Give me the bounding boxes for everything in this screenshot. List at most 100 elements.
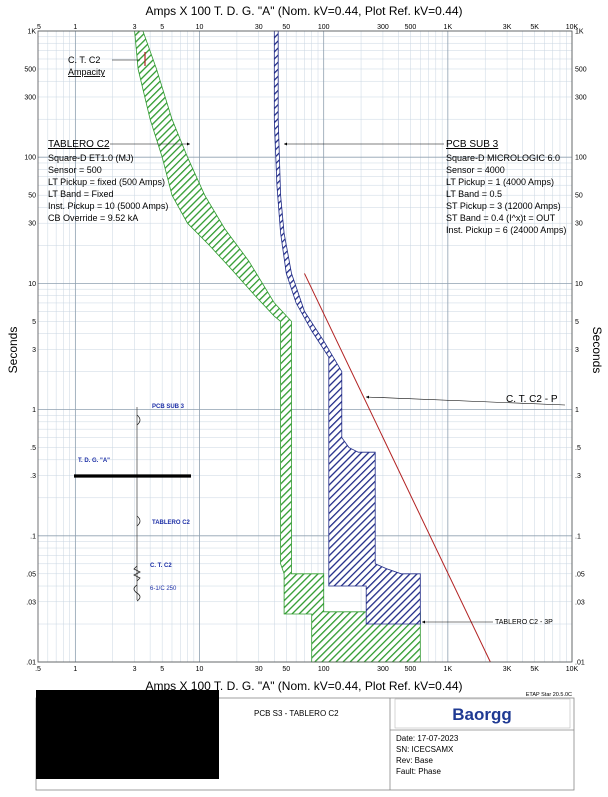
info-left-line-2: Sensor = 500 <box>48 165 102 175</box>
x-tick-label-top: 1 <box>73 24 77 31</box>
chart-bottom-title: Amps X 100 T. D. G. "A" (Nom. kV=0.44, P… <box>145 679 462 693</box>
curve-band-pcb-sub-3 <box>273 30 421 625</box>
y-tick-label-right: .03 <box>575 599 585 606</box>
x-tick-labels: .5 .5 1 1 3 3 5 5 10 10 30 30 50 50 100 100 300 300 500 500… <box>35 24 578 673</box>
annotations: C. T. C2 Ampacity TABLERO C2 Square-D ET… <box>48 52 566 626</box>
one-line-cable-label: 6-1/C 250 <box>150 586 177 592</box>
x-tick-label-top: 10 <box>196 24 204 31</box>
y-tick-label-right: 300 <box>575 94 587 101</box>
sn-field: SN: ICECSAMX <box>396 745 454 754</box>
date-field: Date: 17-07-2023 <box>396 734 459 743</box>
x-tick-label-bottom: 10K <box>566 666 579 673</box>
ct-c2-p-pointer <box>365 395 566 406</box>
info-right-line-1: Square-D MICROLOGIC 6.0 <box>446 153 560 163</box>
y-tick-label-left: 1 <box>32 407 36 414</box>
y-axis-label-right: Seconds <box>590 327 604 374</box>
title-block: ETAP Star 20.5.0C PCB S3 - TABLERO C2 Ba… <box>35 690 575 791</box>
grid-minor <box>37 31 572 662</box>
x-tick-label-top: 10K <box>566 24 579 31</box>
annotation-tablero-c2-3p: TABLERO C2 - 3P <box>495 619 553 626</box>
rev-field: Rev: Base <box>396 756 433 765</box>
y-tick-label-right: 30 <box>575 221 583 228</box>
fault-field: Fault: Phase <box>396 767 441 776</box>
grid-major <box>38 30 573 663</box>
annotation-ct-c2-p: C. T. C2 - P <box>506 394 558 405</box>
info-left-line-3: LT Pickup = fixed (500 Amps) <box>48 177 165 187</box>
redacted-box <box>36 690 219 779</box>
y-tick-label-left: .05 <box>26 571 36 578</box>
info-left-line-6: CB Override = 9.52 kA <box>48 213 138 223</box>
y-tick-label-right: 500 <box>575 66 587 73</box>
annotation-ct-c2: C. T. C2 <box>68 55 100 65</box>
x-tick-label-top: 3 <box>133 24 137 31</box>
x-tick-label-bottom: 5 <box>160 666 164 673</box>
x-tick-label-bottom: 300 <box>377 666 389 673</box>
y-tick-label-left: 50 <box>28 193 36 200</box>
ct-symbol <box>133 565 141 582</box>
x-tick-label-bottom: 3 <box>133 666 137 673</box>
x-tick-label-bottom: 5K <box>530 666 539 673</box>
info-right-line-7: Inst. Pickup = 6 (24000 Amps) <box>446 225 566 235</box>
y-tick-label-right: 10 <box>575 281 583 288</box>
x-tick-label-top: 30 <box>255 24 263 31</box>
info-left-line-4: LT Band = Fixed <box>48 189 113 199</box>
info-left-line-1: Square-D ET1.0 (MJ) <box>48 153 134 163</box>
x-tick-label-bottom: 1K <box>444 666 453 673</box>
y-tick-label-right: .5 <box>575 445 581 452</box>
x-tick-label-top: 5K <box>530 24 539 31</box>
plot-frame <box>37 30 573 663</box>
curve-line-ct-c2-p <box>304 273 491 663</box>
x-tick-label-top: 5 <box>160 24 164 31</box>
x-tick-label-top: 50 <box>282 24 290 31</box>
info-right-title: PCB SUB 3 <box>446 139 499 150</box>
info-left-title: TABLERO C2 <box>48 139 110 150</box>
y-tick-label-right: .3 <box>575 473 581 480</box>
y-tick-label-right: 5 <box>575 319 579 326</box>
info-right-line-3: LT Pickup = 1 (4000 Amps) <box>446 177 554 187</box>
tablero-breaker-symbol <box>136 515 141 527</box>
y-tick-label-left: 1K <box>27 29 36 36</box>
one-line-bus-label: T. D. G. "A" <box>78 458 110 464</box>
x-tick-label-top: 1K <box>444 24 453 31</box>
y-tick-label-left: 300 <box>24 94 36 101</box>
y-tick-label-right: .05 <box>575 571 585 578</box>
info-right-line-4: LT Band = 0.5 <box>446 189 502 199</box>
y-tick-label-right: 1 <box>575 407 579 414</box>
x-tick-label-bottom: 10 <box>196 666 204 673</box>
y-tick-label-left: .01 <box>26 660 36 667</box>
y-tick-label-left: 500 <box>24 66 36 73</box>
y-tick-label-left: 30 <box>28 221 36 228</box>
x-tick-label-top: 3K <box>503 24 512 31</box>
info-right-line-2: Sensor = 4000 <box>446 165 505 175</box>
one-line-tablero-label: TABLERO C2 <box>152 520 191 526</box>
y-tick-label-right: 50 <box>575 193 583 200</box>
project-name: PCB S3 - TABLERO C2 <box>254 709 339 718</box>
one-line-pcb-label: PCB SUB 3 <box>152 404 185 410</box>
info-right-line-6: ST Band = 0.4 (I^x)t = OUT <box>446 213 556 223</box>
x-tick-label-top: 500 <box>405 24 417 31</box>
pcb-breaker-symbol <box>136 414 141 426</box>
etap-version: ETAP Star 20.5.0C <box>526 692 572 698</box>
y-tick-label-right: 100 <box>575 155 587 162</box>
y-tick-label-left: .5 <box>30 445 36 452</box>
curve-bands <box>134 30 491 663</box>
y-tick-label-right: .01 <box>575 660 585 667</box>
one-line-diagram: PCB SUB 3 T. D. G. "A" TABLERO C2 C. T. … <box>74 404 191 602</box>
curve-band-tablero-c2 <box>134 30 421 663</box>
y-tick-label-left: .03 <box>26 599 36 606</box>
y-tick-label-left: .3 <box>30 473 36 480</box>
x-tick-label-top: 100 <box>318 24 330 31</box>
x-tick-label-bottom: 500 <box>405 666 417 673</box>
y-axis-label-left: Seconds <box>6 327 20 374</box>
x-tick-label-bottom: 50 <box>282 666 290 673</box>
logo: Baorgg <box>452 705 512 724</box>
y-tick-label-right: 1K <box>575 29 584 36</box>
x-tick-label-top: 300 <box>377 24 389 31</box>
annotation-ampacity: Ampacity <box>68 67 106 77</box>
y-tick-label-left: .1 <box>30 533 36 540</box>
y-tick-labels: 1K 1K 500 500 300 300 100 100 50 50 30 30 10 10 5 5 3 3 1 1… <box>24 29 586 667</box>
logo-box <box>394 698 571 729</box>
y-tick-label-right: 3 <box>575 347 579 354</box>
x-tick-label-bottom: 1 <box>73 666 77 673</box>
